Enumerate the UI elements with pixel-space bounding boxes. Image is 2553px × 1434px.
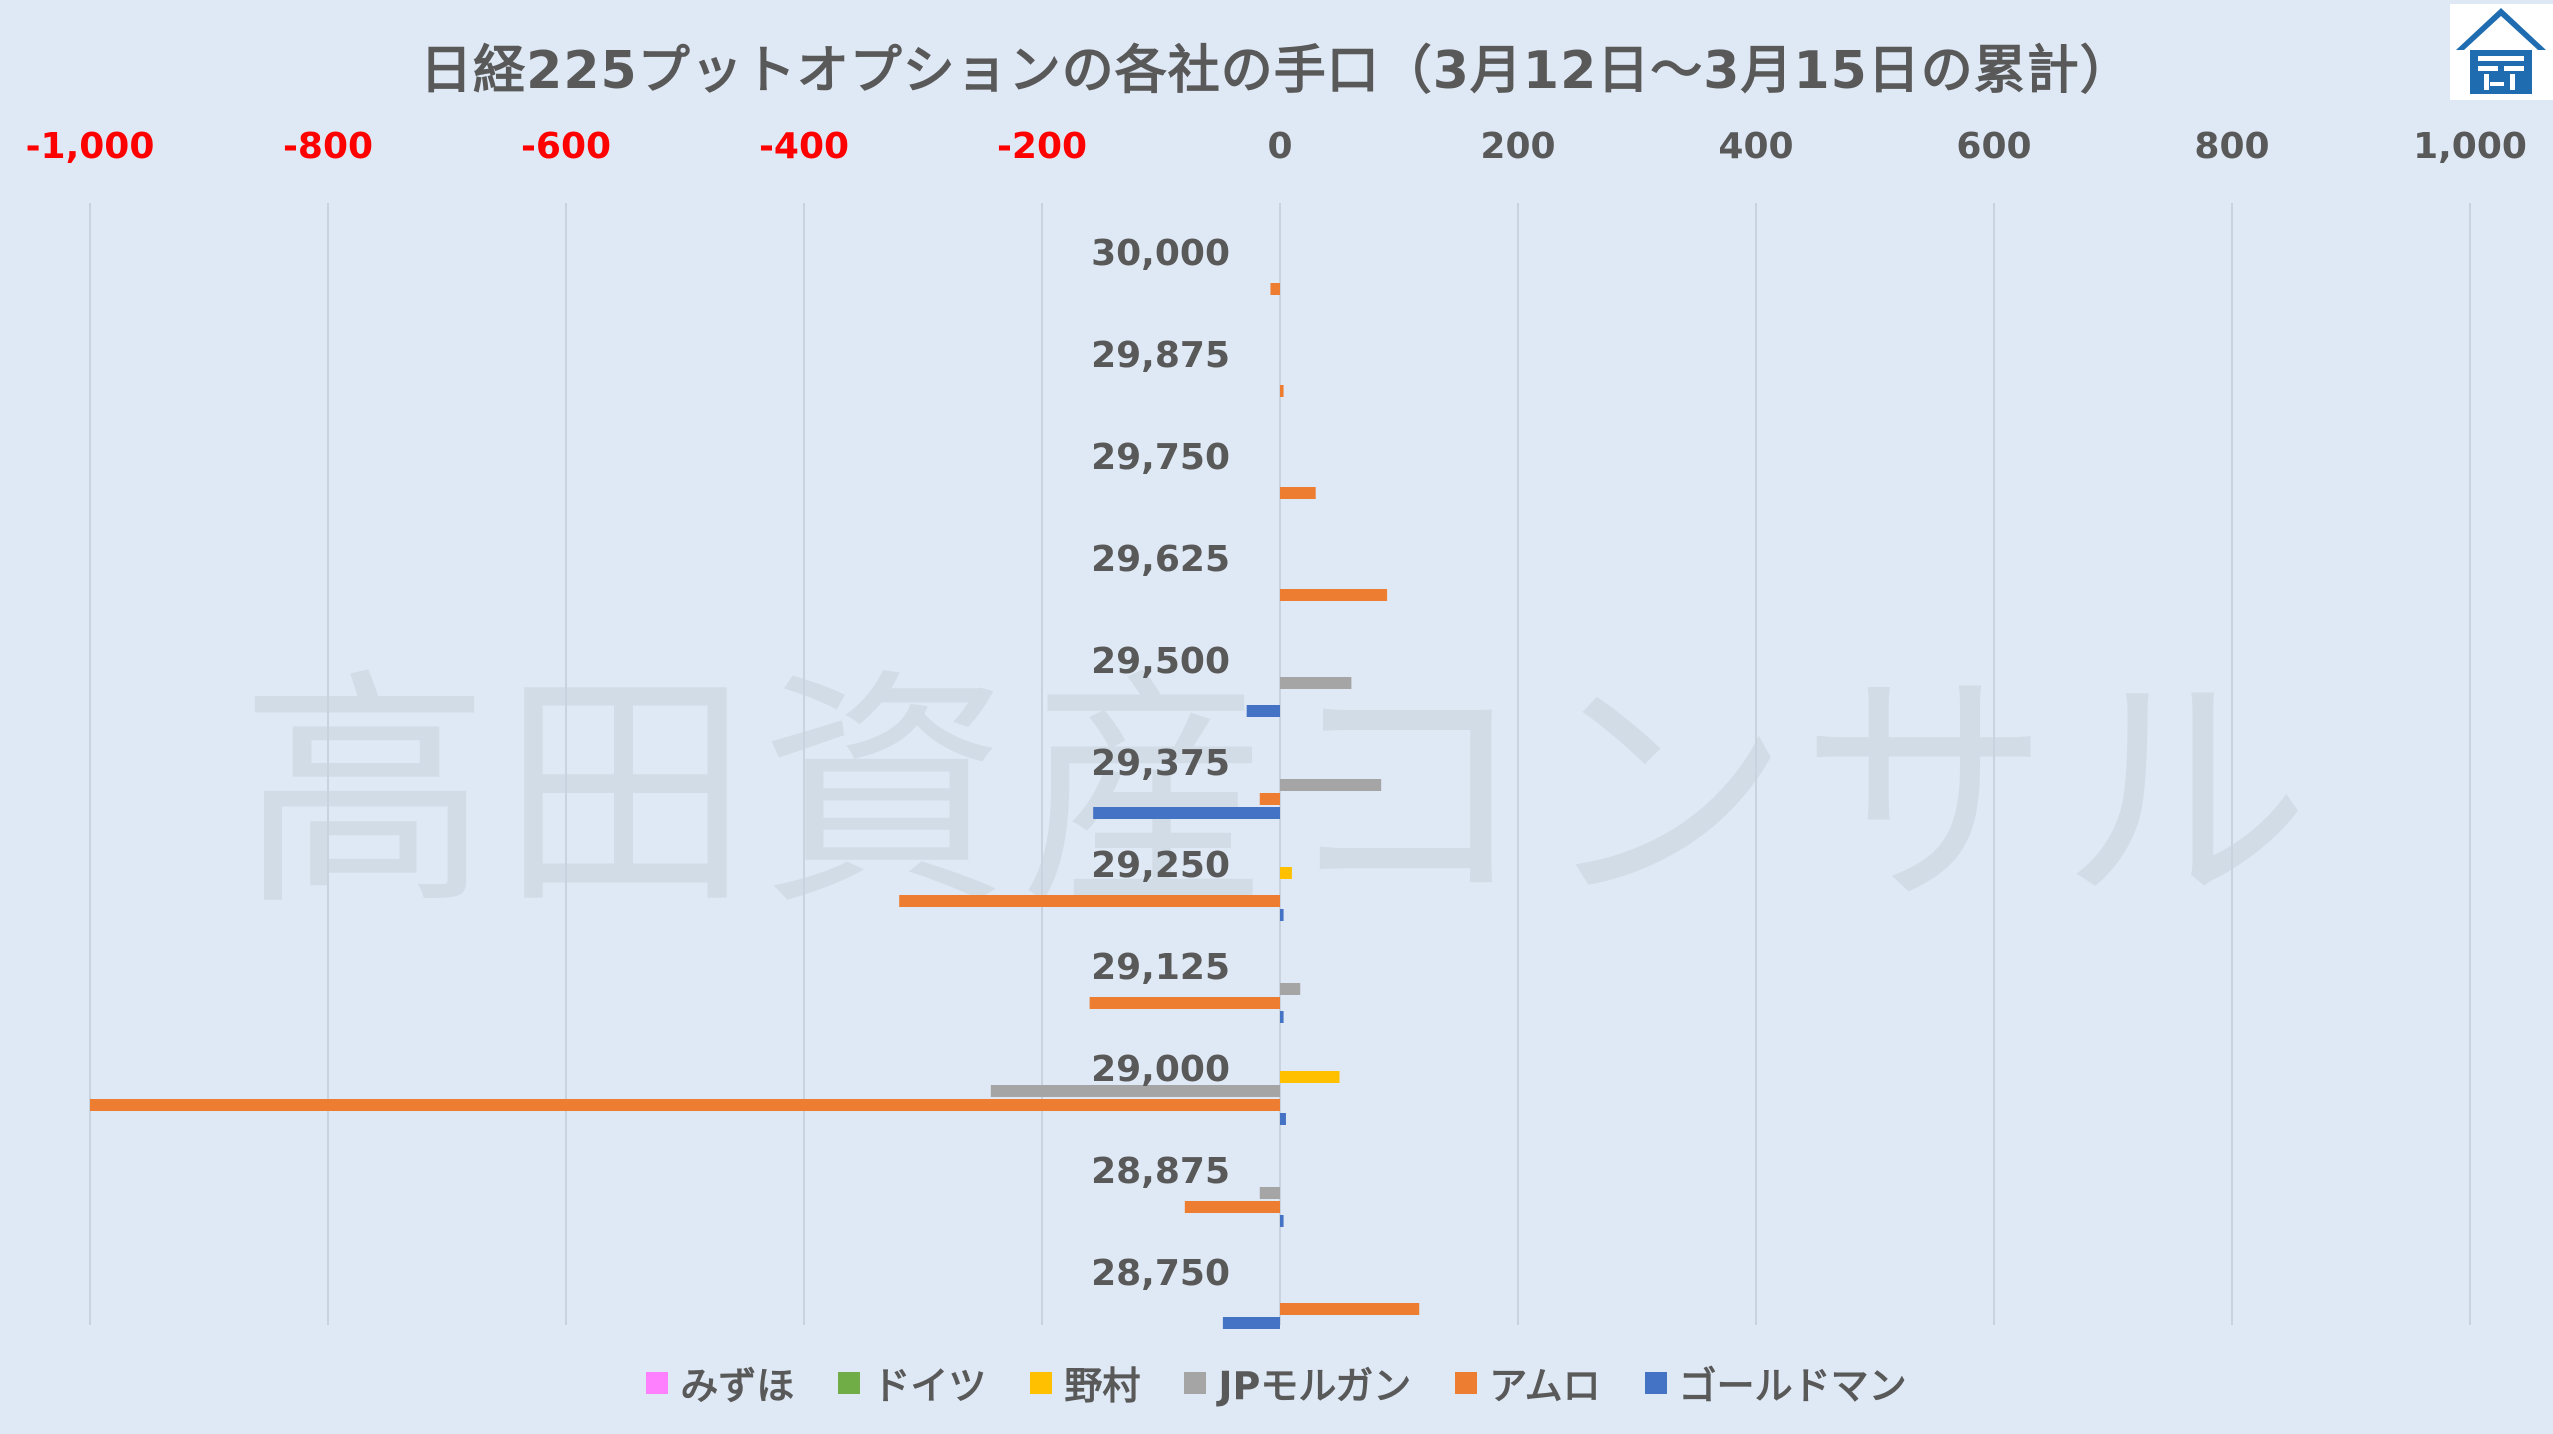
legend-swatch xyxy=(1455,1371,1478,1394)
x-tick-label: 600 xyxy=(1956,126,2031,167)
x-tick-label: -400 xyxy=(759,126,849,167)
bar xyxy=(1280,909,1284,921)
category-label: 28,750 xyxy=(1091,1253,1230,1294)
x-tick-label: -200 xyxy=(997,126,1087,167)
bar xyxy=(1259,1187,1280,1199)
x-tick-label: 800 xyxy=(2194,126,2269,167)
category-label: 29,750 xyxy=(1091,437,1230,478)
legend-label: ドイツ xyxy=(872,1364,987,1408)
x-tick-label: 1,000 xyxy=(2413,126,2527,167)
legend-swatch xyxy=(838,1371,861,1394)
legend-label: みずほ xyxy=(680,1364,795,1408)
x-tick-label: -1,000 xyxy=(26,126,155,167)
bar xyxy=(1280,983,1301,995)
bar xyxy=(1280,1071,1340,1083)
bar xyxy=(1259,793,1280,805)
legend-label: アムロ xyxy=(1489,1364,1601,1408)
x-tick-label: 200 xyxy=(1480,126,1555,167)
bar xyxy=(899,895,1280,907)
category-label: 29,000 xyxy=(1091,1049,1230,1090)
bar xyxy=(1280,487,1316,499)
bar xyxy=(1280,779,1382,791)
category-label: 29,250 xyxy=(1091,845,1230,886)
category-label: 30,000 xyxy=(1091,233,1230,274)
legend-item: ゴールドマン xyxy=(1644,1355,1907,1410)
bar xyxy=(1270,283,1280,295)
legend-item: ドイツ xyxy=(838,1355,986,1410)
legend-label: JPモルガン xyxy=(1218,1364,1412,1408)
x-tick-label: 0 xyxy=(1267,126,1292,167)
legend-swatch xyxy=(1030,1371,1053,1394)
bar xyxy=(1280,867,1292,879)
bar xyxy=(990,1085,1280,1097)
legend-label: 野村 xyxy=(1064,1364,1141,1408)
bar xyxy=(1184,1201,1280,1213)
legend-item: 野村 xyxy=(1030,1355,1140,1410)
bar xyxy=(1280,385,1284,397)
category-label: 29,875 xyxy=(1091,335,1230,376)
bar xyxy=(90,1099,1280,1111)
chart-title: 日経225プットオプションの各社の手口（3月12日～3月15日の累計） xyxy=(420,41,2133,101)
company-logo xyxy=(2450,4,2553,100)
bar xyxy=(1222,1317,1280,1329)
bar xyxy=(1280,677,1352,689)
category-label: 29,500 xyxy=(1091,641,1230,682)
category-label: 28,875 xyxy=(1091,1151,1230,1192)
legend-swatch xyxy=(1184,1371,1207,1394)
x-tick-label: -600 xyxy=(521,126,611,167)
legend-item: アムロ xyxy=(1455,1355,1601,1410)
x-tick-label: 400 xyxy=(1718,126,1793,167)
bar xyxy=(1093,807,1280,819)
legend-swatch xyxy=(1644,1371,1667,1394)
category-label: 29,375 xyxy=(1091,743,1230,784)
legend-swatch xyxy=(646,1371,669,1394)
category-label: 29,125 xyxy=(1091,947,1230,988)
x-tick-label: -800 xyxy=(283,126,373,167)
bar xyxy=(1280,1215,1284,1227)
bar xyxy=(1280,589,1388,601)
bar xyxy=(1246,705,1280,717)
category-label: 29,625 xyxy=(1091,539,1230,580)
legend-item: JPモルガン xyxy=(1184,1355,1411,1410)
bar xyxy=(1280,1011,1284,1023)
legend-item: みずほ xyxy=(646,1355,794,1410)
legend: みずほ ドイツ 野村 JPモルガン アムロ ゴールドマン xyxy=(0,1355,2553,1410)
legend-label: ゴールドマン xyxy=(1678,1364,1907,1408)
bar xyxy=(1089,997,1280,1009)
bar xyxy=(1280,1303,1420,1315)
logo-icon xyxy=(2456,8,2546,94)
bar xyxy=(1280,1113,1286,1125)
